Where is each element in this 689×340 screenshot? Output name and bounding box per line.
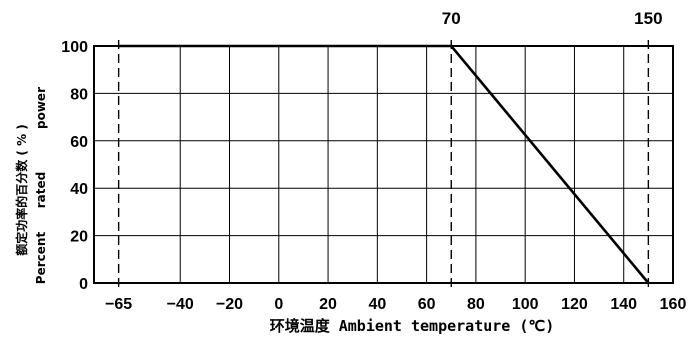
y-tick-label-40: 40 xyxy=(70,181,88,198)
grid-layer xyxy=(94,46,674,283)
x-tick-label-0: 0 xyxy=(274,296,283,313)
plot-frame xyxy=(93,45,674,284)
y-axis-title: 额定功率的百分数 ( % ) Percent rated power xyxy=(14,87,48,284)
y-tick-label-80: 80 xyxy=(70,86,88,103)
x-tick-label-120: 120 xyxy=(561,296,588,313)
x-tick-label--40: −40 xyxy=(167,296,194,313)
y-tick-label-100: 100 xyxy=(61,39,88,56)
derating-line xyxy=(118,44,650,284)
y-axis-title-cn: 额定功率的百分数 ( % ) xyxy=(14,124,29,256)
x-tick-label-140: 140 xyxy=(610,296,637,313)
y-tick-labels: 0 20 40 60 80 100 xyxy=(61,39,88,293)
top-label-150: 150 xyxy=(634,9,662,28)
x-axis-title: 环境温度 Ambient temperature (℃) xyxy=(270,317,555,335)
x-tick-label-40: 40 xyxy=(368,296,386,313)
x-tick-label-100: 100 xyxy=(512,296,539,313)
y-tick-label-60: 60 xyxy=(70,134,88,151)
guide-layer xyxy=(117,40,650,289)
y-tick-label-20: 20 xyxy=(70,229,88,246)
x-tick-label-60: 60 xyxy=(418,296,436,313)
x-tick-label-20: 20 xyxy=(319,296,337,313)
top-label-70: 70 xyxy=(442,9,461,28)
x-tick-label--65: −65 xyxy=(105,296,132,313)
x-tick-labels: −65 −40 −20 0 20 40 60 80 100 120 140 160 xyxy=(105,296,686,313)
y-axis-title-en-3: power xyxy=(34,87,48,129)
top-annotations: 70 150 xyxy=(442,9,663,28)
y-tick-label-0: 0 xyxy=(79,276,88,293)
series-layer xyxy=(118,44,650,284)
y-axis-title-en-2: rated xyxy=(34,172,48,208)
x-tick-label-160: 160 xyxy=(660,296,687,313)
x-tick-label--20: −20 xyxy=(216,296,243,313)
y-axis-title-en-1: Percent xyxy=(34,232,48,285)
x-tick-label-80: 80 xyxy=(467,296,485,313)
